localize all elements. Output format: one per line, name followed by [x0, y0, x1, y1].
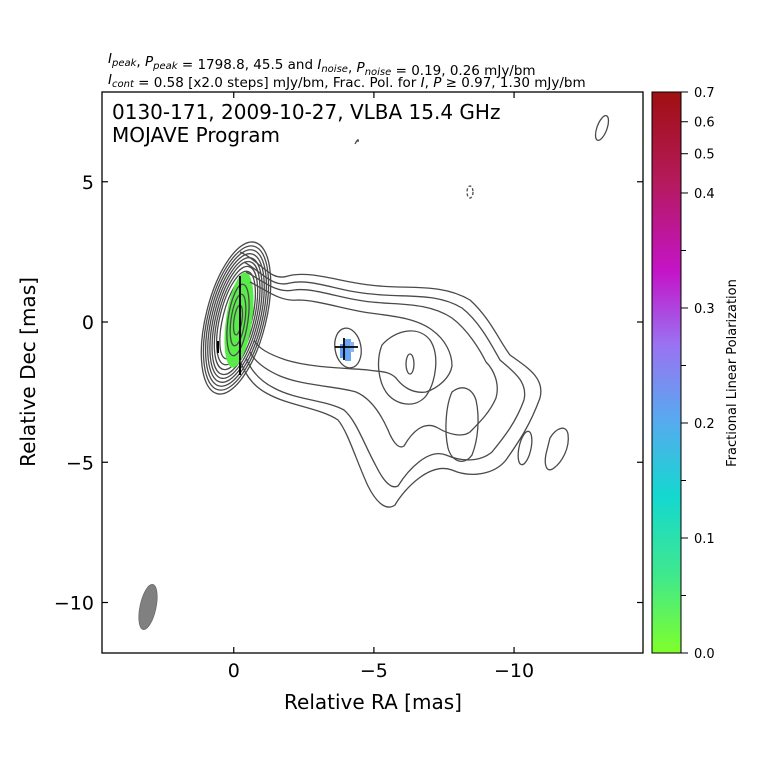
inner-core-contours — [226, 283, 250, 357]
colorbar-tick-label: 0.3 — [694, 302, 715, 317]
colorbar-tick-label: 0.0 — [694, 647, 715, 662]
colorbar — [651, 91, 682, 654]
colorbar-title: Fractional Linear Polarization — [725, 279, 740, 467]
x-axis-title: Relative RA [mas] — [284, 690, 462, 714]
y-tick-label: −10 — [54, 593, 94, 615]
plot-title-line-2: MOJAVE Program — [112, 123, 280, 147]
plot-area — [101, 91, 644, 654]
colorbar-tick-label: 0.7 — [694, 86, 715, 101]
x-tick-label: −10 — [494, 660, 534, 682]
x-axis-ticks: 0 −5 −10 — [228, 92, 534, 682]
y-tick-label: 0 — [82, 312, 94, 334]
plot-title-line-1: 0130-171, 2009-10-27, VLBA 15.4 GHz — [112, 100, 500, 124]
colorbar-tick-label: 0.6 — [694, 116, 715, 131]
colorbar-ticks: 0.0 0.1 0.2 0.3 0.4 0.5 0.6 0.7 — [681, 86, 715, 662]
y-tick-label: −5 — [66, 452, 94, 474]
y-axis-title: Relative Dec [mas] — [16, 277, 40, 467]
x-tick-label: 0 — [228, 660, 240, 682]
colorbar-tick-label: 0.2 — [694, 417, 715, 432]
jet-contours — [239, 115, 610, 508]
colorbar-tick-label: 0.4 — [694, 187, 715, 202]
map-layer — [138, 115, 610, 630]
beam-ellipse — [138, 584, 158, 630]
y-axis-ticks: 5 0 −5 −10 — [54, 172, 643, 615]
colorbar-tick-label: 0.1 — [694, 532, 715, 547]
x-tick-label: −5 — [360, 660, 388, 682]
y-tick-label: 5 — [82, 172, 94, 194]
header-line-2: Icont = 0.58 [x2.0 steps] mJy/bm, Frac. … — [108, 72, 586, 91]
header-line-1: Ipeak, Ppeak = 1798.8, 45.5 and Inoise, … — [108, 51, 536, 79]
colorbar-tick-label: 0.5 — [694, 148, 715, 163]
